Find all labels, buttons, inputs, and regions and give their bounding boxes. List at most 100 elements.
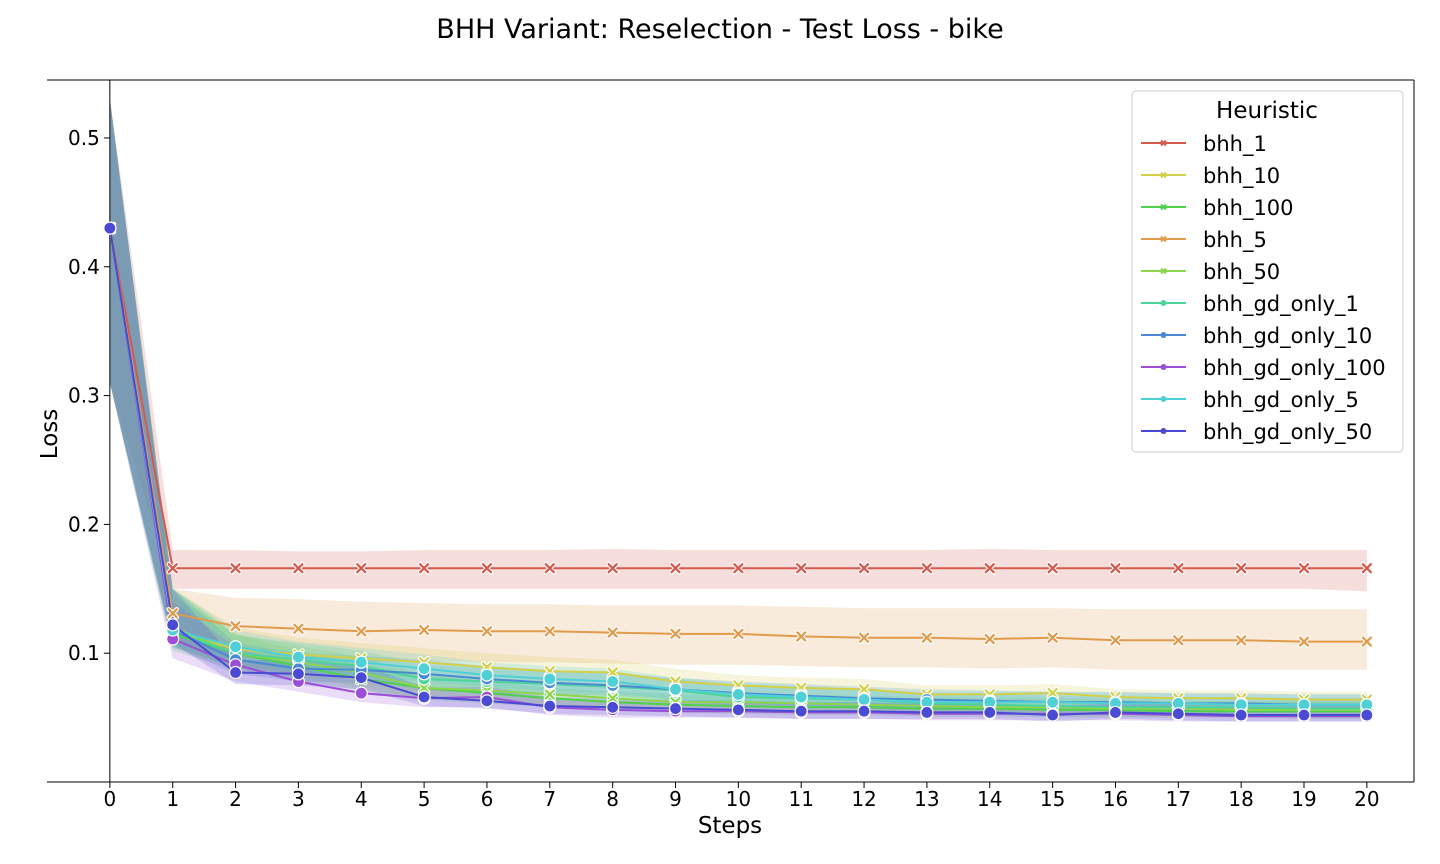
point-bhh_1 xyxy=(1109,561,1122,575)
point-bhh_gd_only_50 xyxy=(480,694,494,708)
y-tick-label: 0.1 xyxy=(68,641,100,665)
point-bhh_gd_only_5 xyxy=(417,662,431,676)
point-bhh_5 xyxy=(794,630,808,643)
point-bhh_5 xyxy=(1109,634,1122,647)
point-bhh_1 xyxy=(732,561,745,575)
y-axis-label: Loss xyxy=(37,409,63,459)
point-bhh_1 xyxy=(229,561,242,575)
y-tick-label: 0.5 xyxy=(68,126,100,150)
legend-marker-bhh_gd_only_10 xyxy=(1160,332,1167,338)
point-bhh_gd_only_50 xyxy=(354,671,368,685)
point-bhh_5 xyxy=(166,607,179,620)
point-bhh_1 xyxy=(543,561,557,575)
legend-label-bhh_gd_only_50: bhh_gd_only_50 xyxy=(1203,420,1372,445)
point-bhh_1 xyxy=(417,561,431,575)
legend-marker-bhh_gd_only_50 xyxy=(1160,428,1167,434)
x-axis-label: Steps xyxy=(698,813,762,839)
x-tick-label: 1 xyxy=(166,787,179,811)
legend-label-bhh_gd_only_5: bhh_gd_only_5 xyxy=(1203,388,1359,413)
point-bhh_1 xyxy=(794,561,808,575)
point-bhh_gd_only_50 xyxy=(1360,708,1374,722)
legend-label-bhh_gd_only_10: bhh_gd_only_10 xyxy=(1203,324,1372,349)
point-bhh_1 xyxy=(857,561,871,575)
legend-marker-bhh_gd_only_1 xyxy=(1160,300,1167,306)
point-bhh_5 xyxy=(480,625,494,638)
legend-marker-bhh_5 xyxy=(1160,235,1167,243)
point-bhh_10 xyxy=(606,666,619,679)
series-markers xyxy=(103,221,1374,723)
point-bhh_gd_only_50 xyxy=(920,705,934,720)
point-bhh_gd_only_50 xyxy=(1046,708,1060,722)
legend-marker-bhh_gd_only_5 xyxy=(1160,396,1167,402)
point-bhh_1 xyxy=(669,561,682,575)
point-bhh_gd_only_5 xyxy=(794,690,808,704)
point-bhh_5 xyxy=(355,625,368,638)
point-bhh_gd_only_5 xyxy=(668,682,683,696)
legend-label-bhh_gd_only_100: bhh_gd_only_100 xyxy=(1203,356,1386,381)
point-bhh_gd_only_5 xyxy=(291,650,306,664)
legend-label-bhh_10: bhh_10 xyxy=(1203,164,1280,189)
point-bhh_1 xyxy=(1172,561,1185,575)
band-bhh_5 xyxy=(109,99,1367,670)
legend-marker-bhh_gd_only_100 xyxy=(1160,364,1167,370)
legend-label-bhh_100: bhh_100 xyxy=(1203,196,1294,221)
point-bhh_5 xyxy=(417,623,431,637)
legend-frame xyxy=(1131,90,1404,453)
y-tick-label: 0.4 xyxy=(68,255,100,279)
point-bhh_1 xyxy=(1234,561,1248,575)
point-bhh_gd_only_50 xyxy=(731,703,745,717)
point-bhh_5 xyxy=(1297,635,1311,648)
point-bhh_5 xyxy=(857,631,871,644)
y-tick-label: 0.2 xyxy=(68,512,100,536)
x-tick-label: 11 xyxy=(788,787,813,811)
point-bhh_gd_only_100 xyxy=(354,686,368,700)
point-bhh_5 xyxy=(606,626,619,639)
point-bhh_10 xyxy=(857,683,871,696)
legend-marker-bhh_1 xyxy=(1160,139,1167,147)
point-bhh_5 xyxy=(983,632,997,646)
x-tick-label: 18 xyxy=(1228,787,1253,811)
x-tick-label: 14 xyxy=(977,787,1002,811)
legend-items: bhh_1 bhh_10 bhh_100 bhh_5 bhh_50 bhh_gd_only… xyxy=(1141,132,1386,445)
x-tick-label: 7 xyxy=(543,787,556,811)
point-bhh_gd_only_50 xyxy=(417,690,431,704)
point-bhh_5 xyxy=(292,622,305,635)
point-bhh_gd_only_5 xyxy=(543,672,557,686)
point-bhh_gd_only_50 xyxy=(1234,708,1248,722)
point-bhh_gd_only_50 xyxy=(103,221,117,235)
point-bhh_5 xyxy=(229,619,242,633)
legend-label-bhh_gd_only_1: bhh_gd_only_1 xyxy=(1203,292,1359,317)
y-tick-label: 0.3 xyxy=(68,384,100,408)
legend-label-bhh_5: bhh_5 xyxy=(1203,228,1267,253)
point-bhh_gd_only_50 xyxy=(228,665,243,680)
legend-title: Heuristic xyxy=(1216,98,1318,124)
x-tick-label: 8 xyxy=(606,787,619,811)
point-bhh_5 xyxy=(1234,634,1248,647)
point-bhh_1 xyxy=(983,561,997,575)
point-bhh_gd_only_5 xyxy=(731,687,745,702)
point-bhh_gd_only_50 xyxy=(1108,705,1123,720)
point-bhh_gd_only_50 xyxy=(1297,708,1311,722)
point-bhh_1 xyxy=(480,561,494,575)
x-tick-label: 20 xyxy=(1354,787,1379,811)
point-bhh_1 xyxy=(1360,561,1374,575)
legend-marker-bhh_50 xyxy=(1160,267,1167,275)
x-tick-label: 17 xyxy=(1166,787,1191,811)
point-bhh_5 xyxy=(1360,635,1374,648)
x-tick-label: 0 xyxy=(103,787,116,811)
x-tick-label: 13 xyxy=(914,787,939,811)
point-bhh_gd_only_5 xyxy=(480,668,494,682)
point-bhh_10 xyxy=(1046,686,1059,700)
legend-label-bhh_50: bhh_50 xyxy=(1203,260,1280,285)
point-bhh_gd_only_50 xyxy=(291,667,306,681)
x-tick-label: 10 xyxy=(726,787,751,811)
x-tick-label: 16 xyxy=(1103,787,1128,811)
legend-label-bhh_1: bhh_1 xyxy=(1203,132,1267,157)
point-bhh_1 xyxy=(355,561,368,575)
point-bhh_gd_only_50 xyxy=(166,618,180,632)
legend-marker-bhh_100 xyxy=(1160,203,1167,211)
x-tick-label: 19 xyxy=(1291,787,1316,811)
x-tick-label: 2 xyxy=(229,787,242,811)
x-tick-label: 12 xyxy=(851,787,876,811)
